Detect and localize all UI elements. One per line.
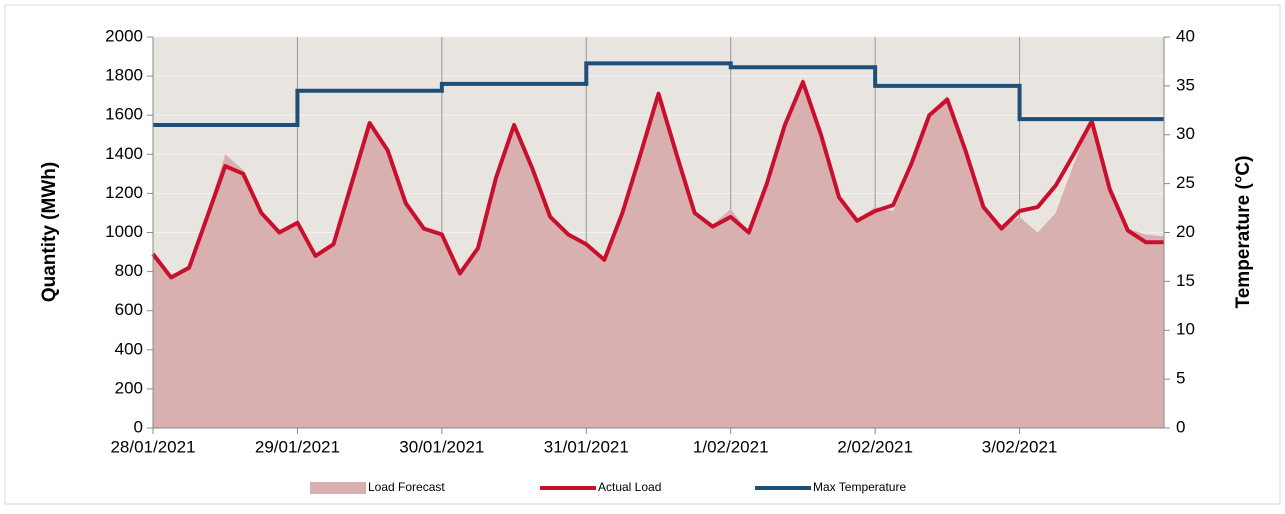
- line: [151, 79, 1164, 280]
- y2-tick-label: 5: [1176, 369, 1185, 388]
- y2-tick-label: 0: [1176, 417, 1185, 436]
- area: [153, 78, 1164, 429]
- y2-tick-label: 30: [1176, 124, 1195, 143]
- x-tick-label: 2/02/2021: [837, 437, 913, 456]
- y-tick-label: 2000: [105, 26, 143, 45]
- x-tick-label: 28/01/2021: [110, 437, 195, 456]
- y-tick-label: 1400: [105, 144, 143, 163]
- y2-tick-label: 35: [1176, 75, 1195, 94]
- x-tick-label: 31/01/2021: [544, 437, 629, 456]
- x-tick-label: 30/01/2021: [399, 437, 484, 456]
- y-tick-label: 800: [115, 261, 143, 280]
- y-tick-label: 400: [115, 339, 143, 358]
- y2-tick-label: 40: [1176, 26, 1195, 45]
- y-tick-label: 1800: [105, 66, 143, 85]
- legend-label: Load Forecast: [368, 480, 445, 494]
- y-tick-label: 200: [115, 378, 143, 397]
- x-tick-label: 3/02/2021: [982, 437, 1058, 456]
- y-tick-label: 0: [134, 417, 143, 436]
- x-tick-label: 29/01/2021: [255, 437, 340, 456]
- y-tick-label: 1000: [105, 222, 143, 241]
- y2-axis-title: Temperature (°C): [1233, 156, 1254, 309]
- legend-swatch: [310, 482, 366, 494]
- y-axis-title: Quantity (MWh): [39, 162, 60, 302]
- y2-tick-label: 25: [1176, 173, 1195, 192]
- legend-label: Actual Load: [598, 480, 661, 494]
- y2-tick-label: 20: [1176, 222, 1195, 241]
- x-tick-label: 1/02/2021: [693, 437, 769, 456]
- y-tick-label: 1200: [105, 183, 143, 202]
- legend-label: Max Temperature: [813, 480, 906, 494]
- y-tick-label: 600: [115, 300, 143, 319]
- y2-tick-label: 15: [1176, 271, 1195, 290]
- step-line: [153, 61, 1164, 127]
- y2-tick-label: 10: [1176, 320, 1195, 339]
- y-tick-label: 1600: [105, 105, 143, 124]
